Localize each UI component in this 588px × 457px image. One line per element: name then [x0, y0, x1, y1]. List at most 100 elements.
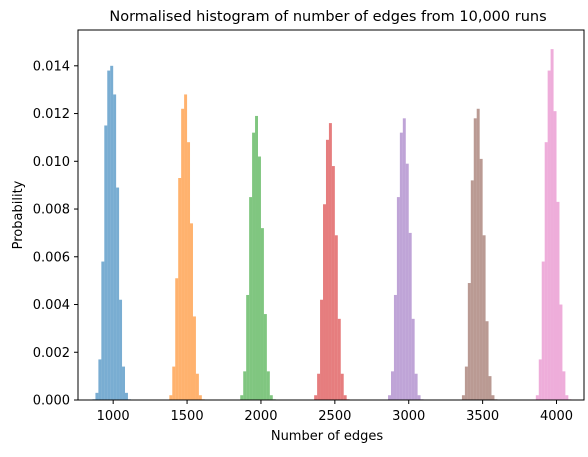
histogram-bar — [553, 111, 557, 400]
histogram-bar — [476, 108, 480, 401]
histogram-bar — [255, 115, 258, 400]
histogram-series-3 — [240, 115, 276, 400]
histogram-bar — [190, 223, 193, 400]
histogram-bar — [473, 118, 477, 400]
histogram-bar — [266, 371, 270, 400]
histogram-bar — [122, 366, 125, 400]
histogram-bar — [550, 49, 554, 400]
histogram-bar — [124, 392, 128, 400]
histogram-bar — [101, 261, 105, 400]
histogram-bar — [110, 65, 114, 400]
histogram-bar — [393, 294, 397, 400]
x-tick-label: 3000 — [392, 409, 425, 424]
histogram-bar — [343, 395, 347, 400]
chart-title: Normalised histogram of number of edges … — [109, 9, 546, 25]
histogram-bar — [334, 235, 338, 400]
histogram-bar — [198, 395, 202, 400]
histogram-series-1 — [92, 65, 131, 400]
histogram-bar — [240, 395, 244, 400]
histogram-bar — [252, 132, 256, 400]
bars-layer — [92, 49, 572, 401]
y-tick-label: 0.008 — [33, 203, 70, 218]
histogram-bar — [562, 371, 566, 400]
y-tick-label: 0.004 — [33, 298, 70, 313]
histogram-bar — [325, 139, 329, 400]
histogram-bar — [408, 232, 412, 400]
histogram-bar — [470, 180, 474, 400]
histogram-bar — [181, 108, 185, 401]
histogram-series-6 — [461, 108, 498, 401]
y-tick-label: 0.010 — [33, 155, 70, 170]
x-axis: 1000 1500 2000 2500 3000 3500 4000 — [97, 400, 573, 424]
histogram-bar — [317, 373, 321, 400]
histogram-bar — [169, 395, 173, 400]
histogram-bar — [184, 94, 188, 400]
histogram-bar — [95, 392, 99, 400]
y-axis: 0.000 0.002 0.004 0.006 0.008 0.010 0.012 0.014 — [33, 59, 78, 409]
histogram-bar — [195, 373, 199, 400]
histogram-bar — [479, 158, 483, 400]
x-tick-label: 4000 — [540, 409, 573, 424]
histogram-bar — [178, 178, 182, 400]
histogram-bar — [411, 318, 415, 400]
y-tick-label: 0.006 — [33, 250, 70, 265]
histogram-bar — [467, 283, 471, 400]
histogram-bar — [485, 321, 489, 400]
histogram-bar — [535, 395, 539, 400]
histogram-bar — [388, 395, 391, 400]
histogram-bar — [541, 261, 545, 400]
histogram-series-4 — [314, 123, 350, 400]
histogram-bar — [538, 359, 542, 400]
x-tick-label: 3500 — [466, 409, 499, 424]
histogram-bar — [258, 156, 261, 400]
histogram-bar — [399, 132, 403, 400]
x-tick-label: 1500 — [171, 409, 204, 424]
x-tick-label: 1000 — [97, 409, 130, 424]
histogram-bar — [391, 371, 394, 400]
histogram-bar — [547, 70, 551, 400]
histogram-bar — [464, 366, 468, 400]
histogram-bar — [414, 373, 418, 400]
histogram-bar — [187, 142, 191, 400]
histogram-bar — [482, 235, 486, 400]
histogram-bar — [246, 294, 250, 400]
y-tick-label: 0.000 — [33, 394, 70, 409]
histogram-bar — [320, 299, 324, 400]
histogram-bar — [116, 187, 120, 400]
y-tick-label: 0.012 — [33, 107, 70, 122]
axes-frame — [77, 29, 585, 401]
histogram-bar — [107, 70, 111, 400]
x-axis-label: Number of edges — [271, 429, 384, 444]
histogram-bar — [314, 395, 318, 400]
x-tick-label: 2500 — [318, 409, 351, 424]
histogram-bar — [269, 395, 273, 400]
y-tick-label: 0.014 — [33, 59, 70, 74]
histogram-bar — [243, 371, 247, 400]
histogram-bar — [113, 94, 117, 400]
histogram-bar — [565, 395, 569, 400]
histogram-bar — [544, 142, 548, 400]
histogram-bar — [340, 373, 344, 400]
histogram-bar — [104, 125, 108, 400]
histogram-bar — [331, 166, 335, 400]
histogram-bar — [337, 318, 341, 400]
histogram-bar — [461, 395, 465, 400]
y-tick-label: 0.002 — [33, 346, 70, 361]
histogram-bar — [249, 197, 253, 400]
histogram-bar — [260, 228, 264, 400]
histogram-bar — [172, 366, 176, 400]
histogram-bar — [175, 278, 179, 400]
histogram-bar — [491, 395, 495, 400]
x-tick-label: 2000 — [244, 409, 277, 424]
histogram-bar — [405, 163, 409, 400]
histogram-bar — [559, 304, 563, 400]
histogram-bar — [396, 197, 400, 400]
histogram-bar — [263, 314, 267, 400]
histogram-bar — [328, 123, 332, 400]
histogram-bar — [323, 204, 326, 400]
histogram-bar — [488, 376, 492, 400]
histogram-bar — [556, 201, 560, 400]
histogram-bar — [119, 299, 123, 400]
